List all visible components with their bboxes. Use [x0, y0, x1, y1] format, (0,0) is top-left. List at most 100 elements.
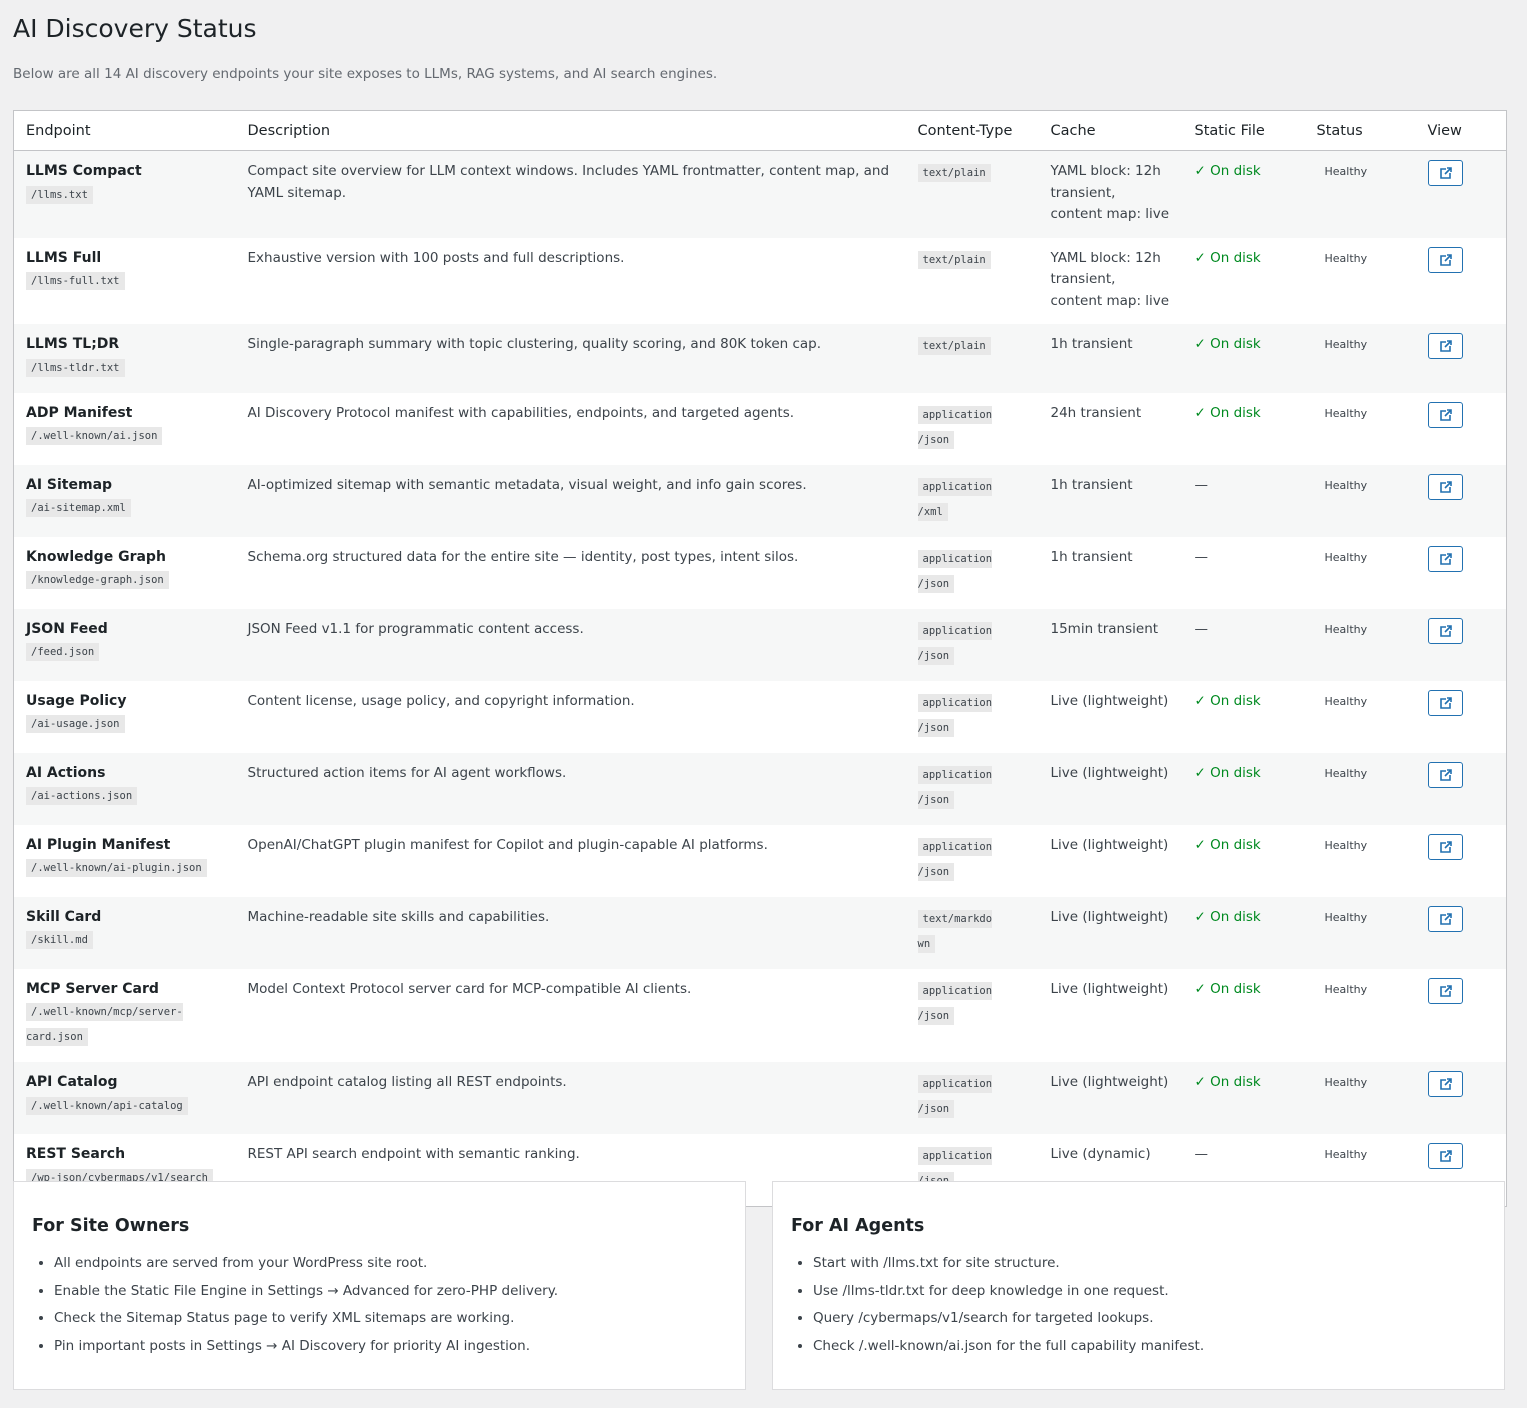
status-cell: Healthy: [1305, 753, 1416, 825]
status-label: Healthy: [1324, 406, 1368, 420]
endpoint-name: LLMS TL;DR: [26, 336, 120, 352]
static-file-cell: ✓ On disk: [1194, 1074, 1261, 1090]
view-cell: [1416, 238, 1507, 325]
view-cell: [1416, 465, 1507, 537]
panel-list: Start with /llms.txt for site structure.…: [791, 1250, 1486, 1360]
view-button[interactable]: [1427, 1071, 1463, 1097]
description-cell: AI-optimized sitemap with semantic metad…: [247, 476, 807, 493]
view-button[interactable]: [1427, 246, 1463, 273]
table-row: Skill Card/skill.md Machine-readable site…: [13, 896, 1507, 969]
panel-title: For Site Owners: [32, 1216, 190, 1236]
endpoint-path: /knowledge-graph.json: [26, 571, 169, 589]
view-button[interactable]: [1427, 545, 1463, 572]
view-button[interactable]: [1427, 833, 1463, 860]
view-button[interactable]: [1427, 473, 1463, 500]
cache-cell: YAML block: 12h transient, content map: …: [1050, 249, 1170, 309]
status-cell: Healthy: [1305, 609, 1416, 681]
static-file-cell: ✓ On disk: [1194, 163, 1261, 179]
panel-title: For AI Agents: [791, 1216, 925, 1236]
view-cell: [1416, 969, 1507, 1063]
content-type: application/json: [917, 405, 993, 449]
content-type: text/plain: [917, 250, 991, 269]
panel-item: Query /cybermaps/v1/search for targeted …: [813, 1305, 1486, 1333]
status-cell: Healthy: [1305, 681, 1416, 753]
content-type-cell: application/json: [906, 825, 1039, 897]
view-cell: [1416, 1062, 1507, 1134]
static-file-cell: ✓ On disk: [1194, 980, 1261, 997]
view-button[interactable]: [1427, 905, 1463, 932]
status-label: Healthy: [1324, 251, 1368, 265]
content-type-wrap: application/json: [917, 835, 998, 885]
content-type-cell: application/json: [906, 753, 1039, 825]
status-cell: Healthy: [1305, 151, 1416, 238]
content-type: application/json: [917, 981, 993, 1025]
endpoint-cell: Knowledge Graph/knowledge-graph.json: [14, 537, 236, 609]
content-type: text/markdown: [917, 909, 993, 953]
content-type-wrap: text/plain: [917, 161, 998, 186]
view-button[interactable]: [1427, 689, 1463, 716]
status-cell: Healthy: [1305, 537, 1416, 609]
view-button[interactable]: [1427, 160, 1463, 186]
static-file-cell: ✓ On disk: [1194, 764, 1261, 781]
content-type-cell: application/json: [906, 609, 1039, 681]
panel-item: Check /.well-known/ai.json for the full …: [813, 1333, 1486, 1361]
status-label: Healthy: [1324, 982, 1368, 996]
content-type-wrap: application/json: [917, 403, 998, 453]
endpoint-path: /.well-known/mcp/server-card.json: [26, 1003, 183, 1046]
endpoint-path: /.well-known/ai.json: [26, 427, 163, 445]
status-cell: Healthy: [1305, 238, 1416, 325]
view-button[interactable]: [1427, 333, 1463, 359]
description-cell: Compact site overview for LLM context wi…: [247, 163, 890, 201]
status-label: Healthy: [1324, 165, 1368, 178]
cache-cell: Live (lightweight): [1050, 1074, 1169, 1090]
cache-cell: Live (lightweight): [1050, 980, 1169, 997]
view-button[interactable]: [1427, 617, 1463, 644]
cache-cell: 1h transient: [1050, 476, 1133, 493]
content-type-cell: application/json: [906, 393, 1039, 465]
content-type: text/plain: [917, 164, 991, 182]
content-type-cell: application/json: [906, 1062, 1039, 1134]
endpoint-cell: AI Sitemap/ai-sitemap.xml: [14, 465, 236, 537]
info-panel: For Site Owners All endpoints are served …: [13, 1181, 746, 1390]
table-row: API Catalog /.well-known/api-catalog API e…: [13, 1062, 1507, 1134]
panel-item: Pin important posts in Settings → AI Dis…: [54, 1333, 727, 1361]
status-cell: Healthy: [1305, 969, 1416, 1063]
endpoint-cell: MCP Server Card /.well-known/mcp/server-c…: [14, 969, 236, 1063]
endpoint-cell: JSON Feed/feed.json: [14, 609, 236, 681]
table-row: AI Actions/ai-actions.json Structured act…: [13, 752, 1507, 825]
content-type-wrap: application/xml: [917, 475, 998, 525]
external-link-icon: [1439, 984, 1452, 997]
view-cell: [1416, 897, 1507, 969]
endpoint-path: /ai-usage.json: [26, 715, 125, 733]
view-button[interactable]: [1427, 977, 1463, 1004]
table-row: LLMS Compact/llms.txt Compact site overvi…: [13, 150, 1507, 238]
view-button[interactable]: [1427, 401, 1463, 428]
content-type-wrap: application/json: [917, 763, 998, 813]
content-type: application/json: [917, 549, 993, 593]
content-type-cell: text/plain: [906, 324, 1039, 393]
description-cell: Machine-readable site skills and capabil…: [247, 908, 550, 925]
external-link-icon: [1439, 480, 1452, 493]
cache-cell: 24h transient: [1050, 404, 1142, 421]
endpoint-cell: ADP Manifest /.well-known/ai.json: [14, 393, 236, 465]
description-cell: Content license, usage policy, and copyr…: [247, 692, 635, 709]
page-title: AI Discovery Status: [13, 14, 257, 43]
view-cell: [1416, 537, 1507, 609]
view-button[interactable]: [1427, 761, 1463, 788]
description-cell: OpenAI/ChatGPT plugin manifest for Copil…: [247, 836, 768, 853]
table-row: ADP Manifest /.well-known/ai.json AI Disco…: [14, 393, 1507, 465]
view-button[interactable]: [1427, 1143, 1463, 1169]
content-type-wrap: application/json: [917, 979, 998, 1029]
description-cell: REST API search endpoint with semantic r…: [247, 1146, 580, 1162]
header-row: Endpoint Description Content-Type Cache Stat…: [13, 110, 1507, 151]
endpoint-name: ADP Manifest: [26, 404, 133, 421]
view-cell: [1416, 681, 1507, 753]
content-type-cell: application/json: [906, 681, 1039, 753]
endpoint-name: API Catalog: [26, 1074, 118, 1090]
endpoints-table: Endpoint Description Content-Type Cache Stat…: [13, 110, 1507, 1207]
cache-cell: Live (lightweight): [1050, 836, 1169, 853]
table-row: Knowledge Graph/knowledge-graph.json Sche…: [14, 537, 1507, 609]
external-link-icon: [1439, 1078, 1452, 1090]
column-header: Status: [1304, 110, 1416, 151]
content-type: application/json: [917, 765, 993, 809]
